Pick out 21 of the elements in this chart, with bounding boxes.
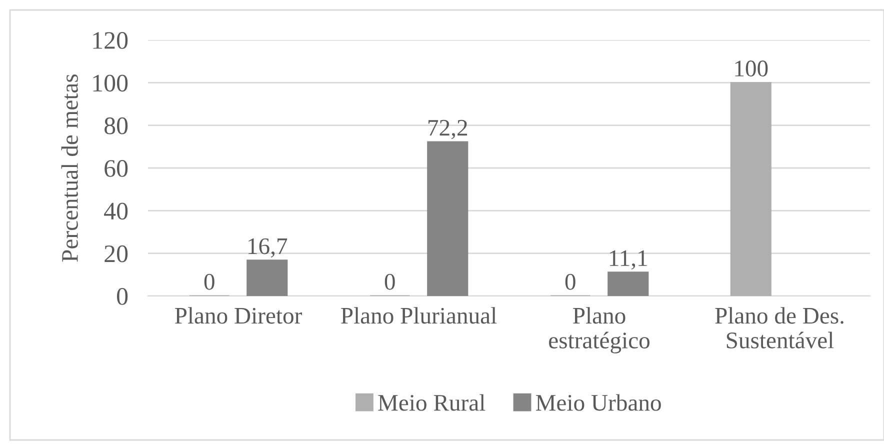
y-tick-label: 0 bbox=[117, 288, 128, 305]
data-label: 0 bbox=[565, 274, 576, 290]
y-tick-label: 40 bbox=[104, 202, 128, 220]
data-label: 72,2 bbox=[428, 120, 467, 140]
y-axis-title: Percentual de metas bbox=[61, 74, 78, 262]
y-tick-label: 20 bbox=[104, 245, 128, 262]
y-tick-label: 120 bbox=[93, 32, 128, 49]
x-tick-label: Plano estratégico bbox=[549, 307, 650, 354]
legend-label: Meio Rural bbox=[378, 394, 486, 411]
y-tick-label: 80 bbox=[104, 117, 128, 134]
data-label: 11,1 bbox=[610, 250, 647, 270]
x-tick-label: Plano de Des. Sustentável bbox=[715, 307, 844, 348]
x-tick-label: Plano Plurianual bbox=[341, 307, 497, 324]
data-label: 0 bbox=[384, 274, 395, 290]
legend-label: Meio Urbano bbox=[536, 394, 661, 411]
data-label: 100 bbox=[735, 60, 768, 76]
y-tick-label: 60 bbox=[104, 160, 128, 177]
y-tick-label: 100 bbox=[93, 74, 128, 92]
data-label: 16,7 bbox=[248, 238, 288, 258]
x-tick-label: Plano Diretor bbox=[174, 307, 302, 324]
data-label: 0 bbox=[204, 274, 214, 290]
